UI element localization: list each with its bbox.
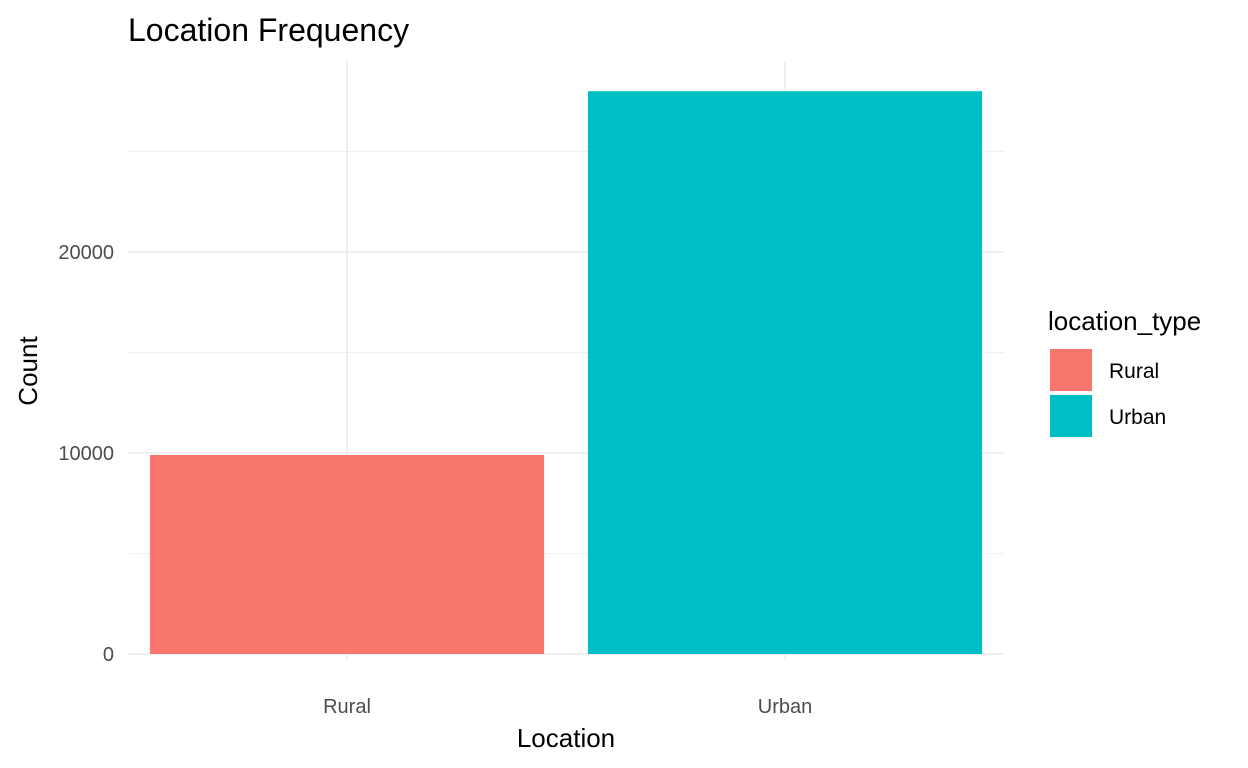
- legend-title: location_type: [1048, 306, 1201, 336]
- y-tick-label: 0: [103, 644, 114, 666]
- y-tick-label: 20000: [58, 242, 114, 264]
- x-axis-ticks: Rural Urban: [323, 696, 812, 718]
- y-tick-label: 10000: [58, 443, 114, 465]
- y-axis-title: Count: [13, 336, 43, 406]
- x-axis-title: Location: [517, 723, 615, 753]
- legend-label-rural: Rural: [1109, 360, 1159, 383]
- legend-swatch-rural: [1050, 349, 1092, 391]
- x-tick-label: Urban: [758, 696, 812, 718]
- legend: location_type Rural Urban: [1048, 306, 1201, 437]
- legend-swatch-urban: [1050, 395, 1092, 437]
- bars: [149, 91, 983, 654]
- chart-title: Location Frequency: [128, 12, 409, 48]
- legend-label-urban: Urban: [1109, 406, 1166, 429]
- x-tick-label: Rural: [323, 696, 371, 718]
- y-axis-ticks: 0 10000 20000: [58, 242, 114, 666]
- bar-urban: [587, 91, 983, 654]
- bar-rural: [149, 455, 545, 654]
